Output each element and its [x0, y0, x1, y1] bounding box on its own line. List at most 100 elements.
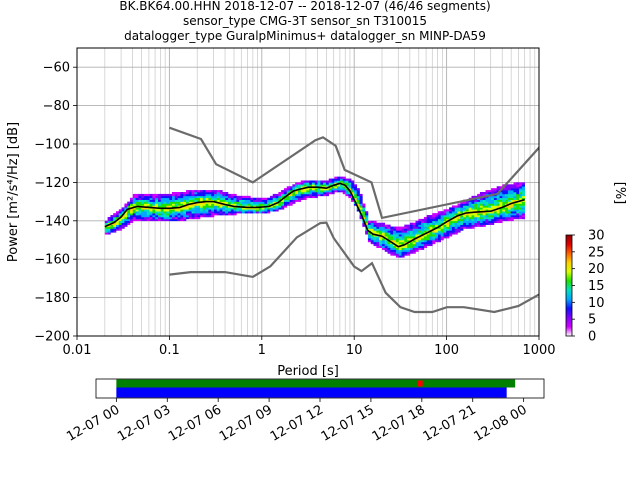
density-cell — [513, 192, 517, 195]
density-cell — [311, 190, 316, 193]
density-cell — [320, 192, 324, 195]
density-cell — [177, 195, 181, 199]
density-cell — [401, 238, 405, 241]
density-cell — [507, 184, 511, 187]
density-cell — [169, 195, 173, 199]
density-cell — [449, 224, 453, 227]
density-cell — [169, 213, 173, 216]
density-cell — [328, 184, 332, 187]
density-cell — [160, 213, 164, 216]
density-cell — [286, 195, 290, 199]
density-cell — [219, 197, 223, 200]
density-cell — [286, 201, 290, 204]
density-cell — [415, 249, 419, 252]
density-cell — [261, 209, 265, 212]
density-cell — [474, 207, 478, 210]
density-cell — [222, 207, 226, 210]
density-cell — [446, 209, 450, 212]
density-cell — [337, 180, 341, 183]
density-cell — [222, 205, 226, 208]
density-cell — [348, 188, 352, 191]
density-cell — [463, 215, 467, 218]
density-cell — [297, 193, 302, 197]
density-cell — [421, 241, 425, 245]
density-cell — [185, 207, 190, 210]
density-cell — [174, 213, 178, 216]
density-cell — [174, 205, 178, 208]
density-cell — [130, 215, 134, 218]
density-cell — [379, 228, 383, 231]
density-cell — [505, 188, 509, 191]
density-cell — [482, 218, 486, 222]
median-line — [104, 182, 525, 248]
density-cell — [306, 180, 310, 183]
density-cell — [253, 199, 257, 202]
density-cell — [437, 238, 442, 241]
density-cell — [185, 197, 190, 200]
density-cell — [127, 213, 131, 216]
density-cell — [384, 240, 388, 243]
density-cell — [261, 197, 265, 200]
density-cell — [141, 193, 145, 197]
density-cell — [359, 215, 363, 218]
density-cell — [409, 232, 414, 235]
density-cell — [477, 215, 481, 218]
density-cell — [269, 195, 274, 199]
density-cell — [141, 209, 145, 212]
density-cell — [516, 197, 520, 200]
density-cell — [163, 203, 167, 206]
density-cell — [390, 230, 394, 233]
density-cell — [496, 199, 500, 202]
density-cell — [359, 205, 363, 208]
density-cell — [241, 195, 246, 199]
density-cell — [155, 216, 159, 220]
density-cell — [188, 201, 192, 204]
density-cell — [342, 180, 346, 183]
density-cell — [451, 218, 456, 222]
density-cell — [356, 201, 360, 204]
density-cell — [418, 220, 422, 224]
density-cell — [233, 203, 237, 206]
density-cell — [505, 215, 509, 218]
density-cell — [418, 243, 422, 247]
density-cell — [499, 215, 503, 218]
density-cell — [485, 203, 489, 206]
density-cell — [253, 205, 257, 208]
density-cell — [216, 207, 220, 210]
density-cell — [521, 205, 525, 208]
density-cell — [202, 195, 206, 199]
density-cell — [219, 190, 223, 193]
density-cell — [211, 192, 215, 195]
density-cell — [468, 215, 472, 218]
time-tick-label: 12-07 00 — [64, 402, 122, 444]
density-cell — [113, 228, 117, 231]
density-cell — [157, 216, 162, 220]
density-cell — [225, 193, 229, 197]
density-cell — [426, 238, 430, 241]
density-cell — [423, 236, 428, 239]
density-cell — [185, 213, 190, 216]
density-cell — [457, 224, 461, 227]
density-cell — [303, 195, 307, 199]
density-cell — [149, 195, 153, 199]
density-cell — [132, 195, 136, 199]
density-cell — [463, 226, 467, 229]
density-cell — [485, 211, 489, 214]
density-cell — [331, 180, 335, 183]
density-cell — [325, 190, 330, 193]
density-cell — [404, 234, 408, 237]
colorbar-scale — [565, 234, 573, 337]
density-cell — [429, 215, 433, 218]
density-cell — [426, 234, 430, 237]
density-cell — [379, 232, 383, 235]
density-cell — [505, 213, 509, 216]
density-cell — [255, 211, 260, 214]
density-cell — [516, 192, 520, 195]
density-cell — [379, 236, 383, 239]
density-cell — [437, 211, 442, 214]
density-cell — [225, 207, 229, 210]
density-cell — [149, 213, 153, 216]
density-cell — [510, 197, 514, 200]
density-cell — [457, 222, 461, 225]
density-cell — [191, 207, 195, 210]
